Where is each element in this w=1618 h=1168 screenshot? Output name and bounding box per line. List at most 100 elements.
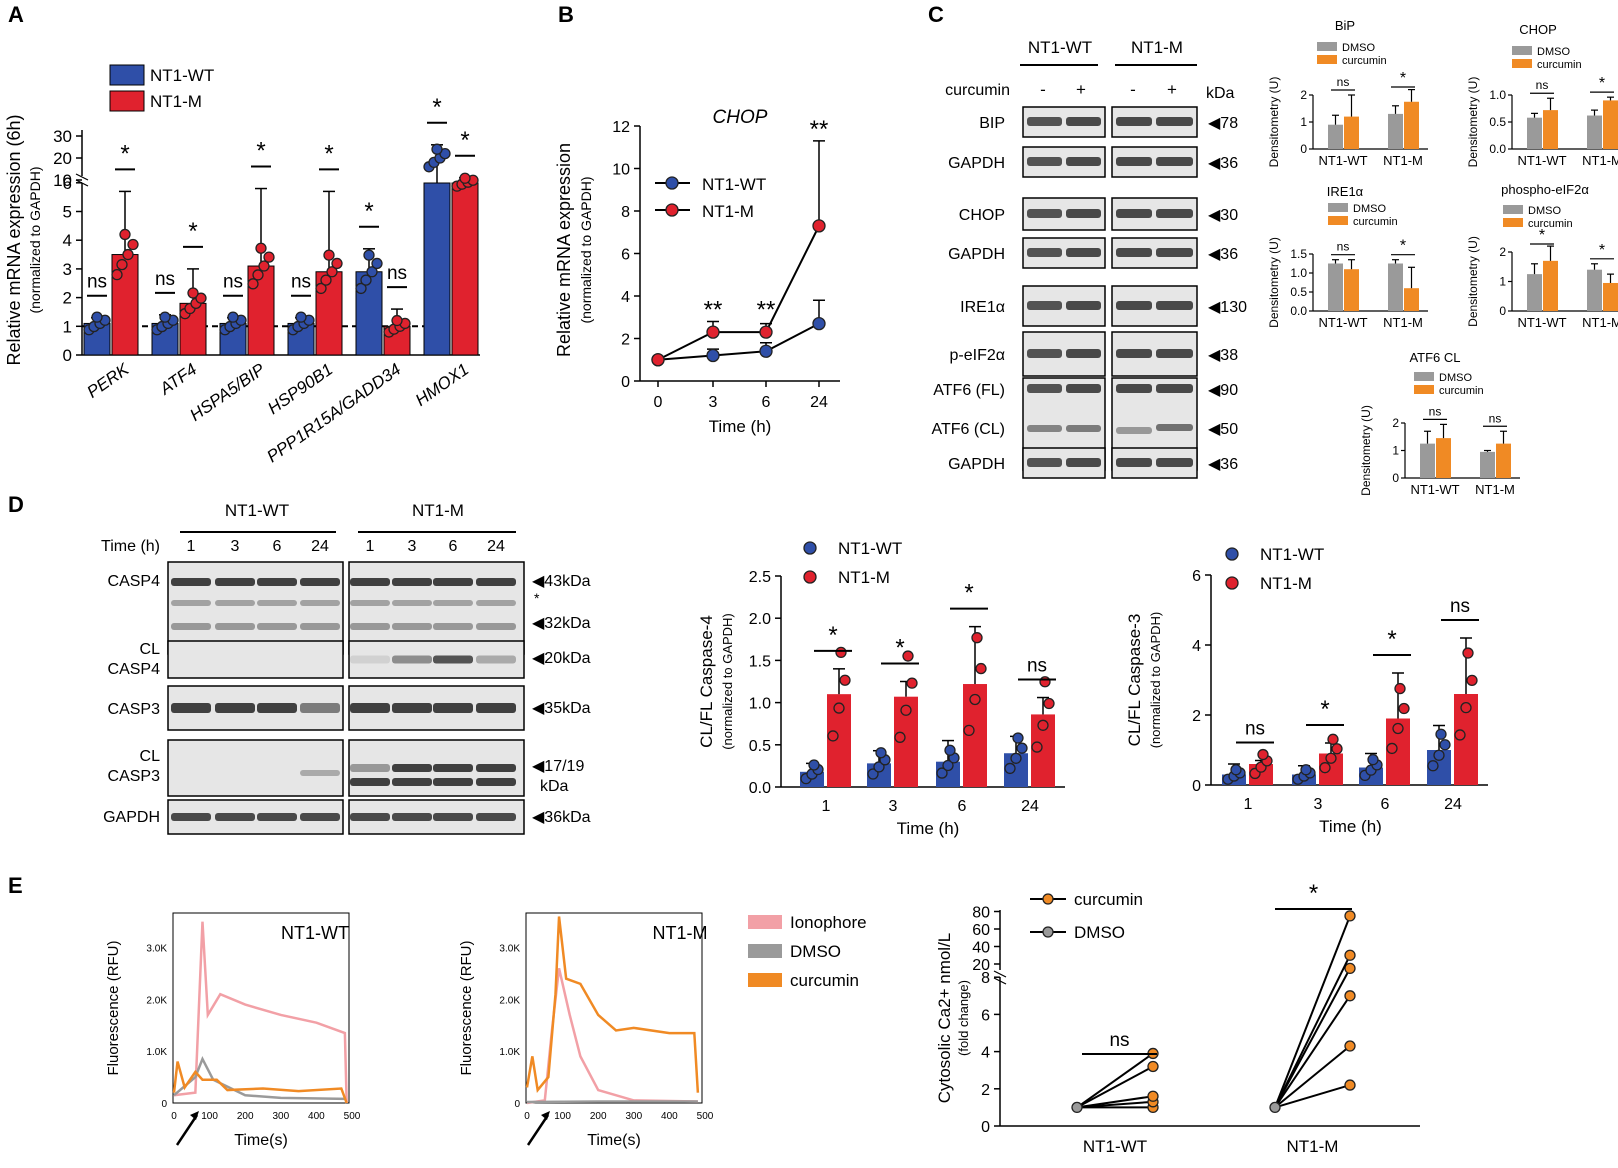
band [392, 813, 432, 821]
y-tick-label: 20 [53, 149, 72, 168]
band [300, 770, 340, 776]
lane-label: 1 [187, 538, 196, 555]
band [1116, 301, 1152, 310]
data-point [247, 278, 259, 290]
legend-label: NT1-WT [838, 539, 902, 558]
kda-marker: kDa [540, 778, 569, 795]
lane-label: + [1167, 80, 1177, 99]
x-tick-label: 1 [822, 798, 831, 815]
band [392, 623, 432, 630]
bar-NT1-M [1388, 263, 1403, 311]
band [1066, 349, 1101, 358]
band [1116, 458, 1152, 467]
band [257, 703, 297, 713]
band [433, 778, 473, 786]
y-tick-label: 2 [63, 289, 72, 308]
data-point [459, 172, 471, 184]
significance-label: * [364, 198, 373, 225]
band [215, 578, 255, 586]
data-point [906, 677, 918, 689]
legend-label: curcumin [1342, 55, 1387, 67]
significance-label: ns [1109, 1030, 1129, 1051]
data-point [315, 282, 327, 295]
blot-wt [167, 640, 344, 679]
y-tick-label: 2 [1392, 416, 1399, 430]
significance-label: * [1599, 242, 1605, 259]
kda-marker: ◀38 [1208, 347, 1238, 364]
chart-title: IRE1α [1327, 184, 1364, 199]
legend-swatch-wt [109, 64, 145, 86]
data-point [833, 702, 845, 714]
x-tick-label: HSPA5/BIP [186, 359, 268, 425]
time-label: Time (h) [101, 538, 160, 555]
x-axis-title: Time(s) [234, 1132, 288, 1149]
x-tick-label: 500 [697, 1111, 714, 1122]
data-point [1466, 674, 1478, 686]
data-point [195, 292, 207, 304]
legend-label: curcumin [1439, 385, 1484, 397]
y-tick-label: 6 [63, 174, 72, 193]
data-point-curcumin [1147, 1060, 1159, 1073]
x-tick-label: 200 [590, 1111, 607, 1122]
data-point [1039, 676, 1051, 688]
legend-label: NT1-WT [1260, 545, 1324, 564]
panel-label-c: C [928, 2, 944, 27]
trace-curcumin [172, 1061, 348, 1104]
band [1066, 425, 1101, 432]
band [1156, 424, 1193, 431]
significance-label: ** [704, 297, 723, 324]
data-point [326, 266, 338, 278]
band [1156, 248, 1193, 257]
legend-label: curcumin [1537, 59, 1582, 71]
band [1066, 301, 1101, 310]
x-tick-label: 3 [889, 798, 898, 815]
band [1156, 458, 1193, 467]
significance-label: ns [1536, 78, 1549, 92]
x-axis-title: Time(s) [587, 1132, 641, 1149]
significance-label: * [964, 580, 973, 607]
significance-label: ns [1337, 240, 1350, 254]
kda-marker: ◀32kDa [532, 615, 591, 632]
x-tick-label: 3 [709, 394, 718, 411]
band [433, 578, 473, 586]
band [392, 655, 432, 664]
data-point [1016, 742, 1028, 754]
band [1156, 157, 1193, 166]
blot-row-label: CASP3 [108, 701, 161, 718]
data-point [127, 238, 139, 251]
blot-wt [167, 561, 344, 655]
series-line [657, 322, 820, 361]
x-tick-label: 500 [344, 1111, 361, 1122]
band [350, 703, 390, 713]
y-tick-label: 6 [1192, 568, 1201, 585]
x-tick-label: 6 [958, 798, 967, 815]
data-point [263, 251, 275, 263]
band [1116, 209, 1152, 218]
x-tick-label: 200 [237, 1111, 254, 1122]
data-point [1398, 702, 1410, 715]
legend-swatch-curcumin [1512, 59, 1532, 68]
band [1027, 349, 1062, 358]
treatment-label: curcumin [945, 82, 1010, 99]
legend-label: DMSO [1439, 372, 1472, 384]
data-point [1433, 749, 1445, 761]
blot-row-label: CASP4 [108, 661, 161, 678]
legend-label: DMSO [1537, 46, 1570, 58]
y-tick-label: 2.0K [146, 995, 167, 1006]
x-tick-label: 24 [1444, 796, 1462, 813]
x-tick-label: 400 [308, 1111, 325, 1122]
blot-row-label: BIP [979, 115, 1005, 132]
band [257, 600, 297, 606]
band [300, 578, 340, 586]
x-tick-label: NT1-WT [1318, 315, 1367, 330]
significance-label: ns [155, 269, 175, 290]
y-axis-title: Relative mRNA expression [554, 143, 574, 357]
kda-marker: ◀36 [1208, 456, 1238, 473]
data-point [252, 269, 264, 281]
band [476, 578, 516, 586]
data-point [971, 632, 983, 644]
band [433, 623, 473, 630]
data-point [808, 759, 820, 771]
lane-label: - [1040, 80, 1046, 99]
pair-line [1274, 954, 1351, 1108]
